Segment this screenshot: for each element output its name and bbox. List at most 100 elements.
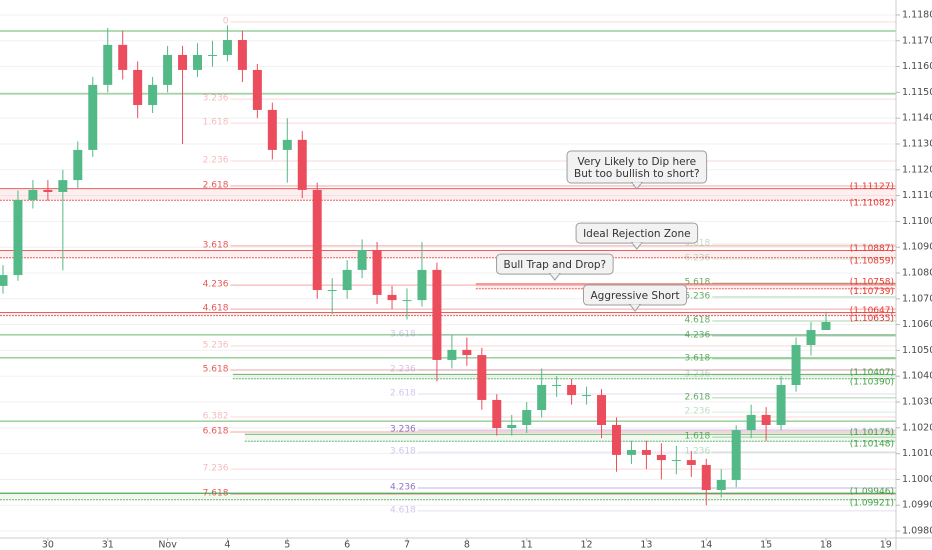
candle-body xyxy=(357,250,367,270)
levels: 0 3.236 1.618 2.236 2.618 3.618 4.236 4.618 5.23… xyxy=(0,14,897,532)
fib-label: 3.618 xyxy=(390,447,416,457)
candle-body xyxy=(567,384,577,396)
candle-body xyxy=(701,464,711,491)
x-tick-label: 7 xyxy=(404,540,410,550)
candle-body xyxy=(342,269,352,291)
fib-label: 2.618 xyxy=(684,392,710,402)
candle-body xyxy=(417,269,427,301)
candle-body xyxy=(148,84,158,106)
zone xyxy=(0,250,896,258)
y-tick-label: 1.10900 xyxy=(902,242,932,253)
candle-body xyxy=(133,69,143,106)
y-tick-label: 1.11400 xyxy=(902,113,932,124)
x-tick-label: 30 xyxy=(42,540,54,550)
candle-body xyxy=(222,39,232,55)
fib-label: 1.618 xyxy=(203,118,229,128)
fib-label: 5.618 xyxy=(203,365,229,375)
fib-label: 3.236 xyxy=(390,425,416,435)
annotation-text: Ideal Rejection Zone xyxy=(583,228,691,240)
zone xyxy=(0,493,896,500)
y-tick-label: 1.11500 xyxy=(902,87,932,98)
x-tick-label: 4 xyxy=(224,540,230,550)
zone-label: (1.10148) xyxy=(850,440,894,450)
candle-body xyxy=(686,460,696,465)
annotation: Bull Trap and Drop? xyxy=(496,253,614,281)
zone-label: (1.10390) xyxy=(850,377,894,387)
candle-body xyxy=(776,384,786,425)
candle-body xyxy=(327,290,337,292)
fib-label: 4.618 xyxy=(684,315,710,325)
fib-label: 3.618 xyxy=(203,240,229,250)
fib-label: 4.236 xyxy=(203,280,229,290)
zone-label: (1.10739) xyxy=(850,287,894,297)
x-tick-label: 13 xyxy=(640,540,652,550)
zone-label: (1.10859) xyxy=(850,256,894,266)
candle-body xyxy=(597,395,607,425)
fib-label: 1.236 xyxy=(684,447,710,457)
y-tick-label: 1.11100 xyxy=(902,190,932,201)
zone xyxy=(244,434,896,442)
annotation-text: Very Likely to Dip here xyxy=(578,156,697,168)
candle-body xyxy=(13,199,23,276)
candle-body xyxy=(626,450,636,455)
x-tick-label: 19 xyxy=(880,540,892,550)
fib-label: 4.236 xyxy=(684,330,710,340)
fib-label: 4.236 xyxy=(390,482,416,492)
candle-body xyxy=(282,139,292,150)
y-tick-label: 1.10400 xyxy=(902,371,932,382)
zone-label: (1.11127) xyxy=(850,182,894,192)
candle-body xyxy=(58,180,68,192)
candle-body xyxy=(671,460,681,462)
y-tick-label: 1.11800 xyxy=(902,9,932,20)
candle-body xyxy=(28,189,38,200)
candle-body xyxy=(806,330,816,345)
fib-label: 4.618 xyxy=(390,505,416,515)
x-tick-label: 14 xyxy=(700,540,712,550)
candle-body xyxy=(791,344,801,385)
y-tick-label: 1.09900 xyxy=(902,500,932,511)
candle-body xyxy=(447,349,457,360)
fib-label: 6.236 xyxy=(684,254,710,264)
x-tick-label: 8 xyxy=(464,540,470,550)
x-tick-label: 11 xyxy=(521,540,533,550)
candle-body xyxy=(312,189,322,291)
candle-body xyxy=(252,69,262,110)
candle-body xyxy=(73,149,83,181)
x-tick-label: 31 xyxy=(102,540,114,550)
candle-body xyxy=(507,424,517,429)
x-tick-label: Nov xyxy=(158,540,177,550)
x-tick-label: 5 xyxy=(284,540,290,550)
zone xyxy=(232,374,897,379)
candle-body xyxy=(43,189,53,192)
candle-body xyxy=(118,44,128,70)
zone xyxy=(0,312,896,316)
fib-label: 6.618 xyxy=(684,239,710,249)
fib-label: 2.236 xyxy=(684,407,710,417)
fib-label: 3.236 xyxy=(203,94,229,104)
y-tick-label: 1.10700 xyxy=(902,293,932,304)
candle-body xyxy=(731,430,741,480)
candle-body xyxy=(656,454,666,461)
candle-body xyxy=(372,250,382,295)
y-tick-label: 1.10600 xyxy=(902,319,932,330)
fib-label: 3.618 xyxy=(684,353,710,363)
x-tick-label: 15 xyxy=(760,540,772,550)
annotation: Ideal Rejection Zone xyxy=(575,222,699,250)
fib-label: 4.618 xyxy=(203,304,229,314)
zone-label: (1.10887) xyxy=(850,244,894,254)
fib-label: 2.618 xyxy=(203,181,229,191)
candle-body xyxy=(297,139,307,190)
candle-body xyxy=(402,300,412,302)
candle-body xyxy=(821,322,831,331)
fib-label: 5.618 xyxy=(684,278,710,288)
y-tick-label: 1.10500 xyxy=(902,345,932,356)
y-tick-label: 1.10800 xyxy=(902,267,932,278)
y-tick-label: 1.09800 xyxy=(902,526,932,537)
candle-body xyxy=(207,54,217,56)
candle-body xyxy=(88,84,98,150)
candle-body xyxy=(746,414,756,431)
